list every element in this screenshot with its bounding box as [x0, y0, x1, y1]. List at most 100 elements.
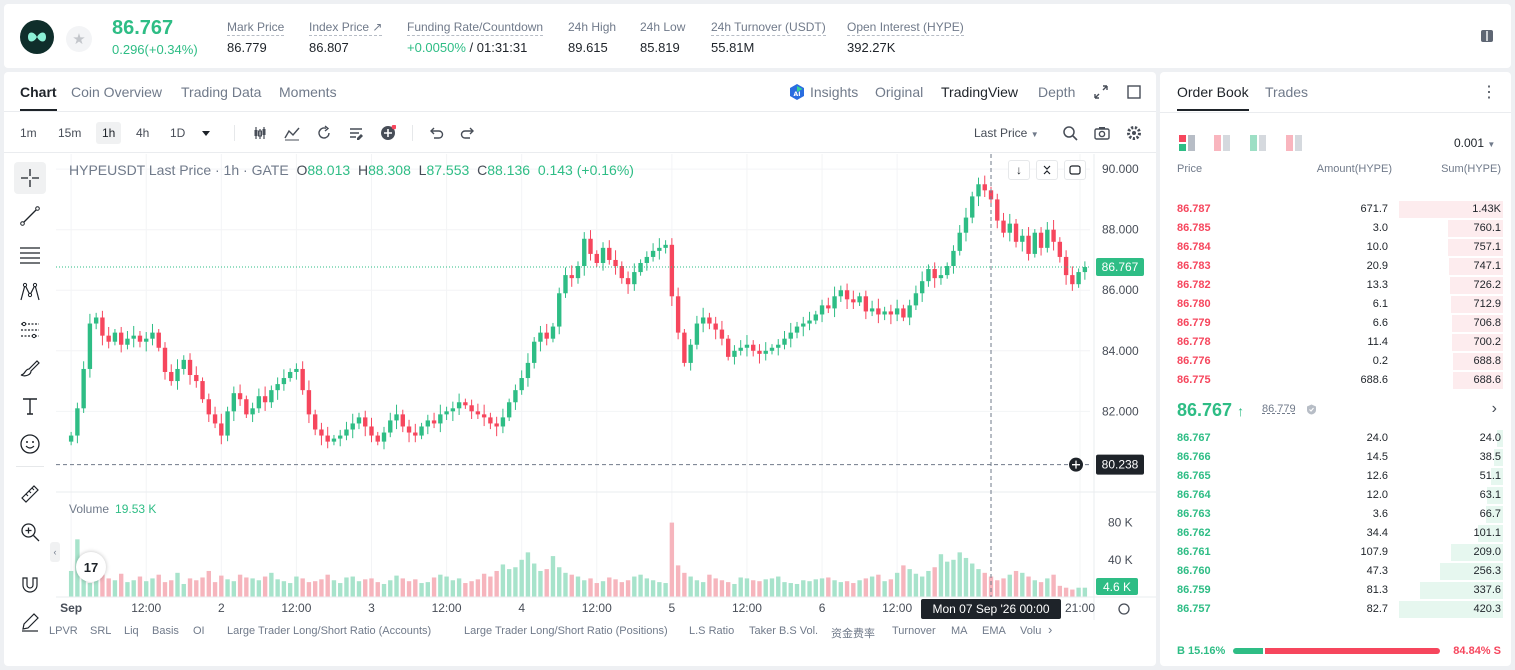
tab-chart[interactable]: Chart — [20, 84, 57, 111]
view-compact-icon[interactable] — [1286, 135, 1302, 151]
chevron-down-icon[interactable] — [198, 125, 214, 141]
bid-row[interactable]: 86.765 12.6 51.1 — [1160, 467, 1511, 486]
indicator-taker-vol[interactable]: Taker B.S Vol. — [749, 625, 819, 637]
more-vertical-icon[interactable]: ⋮ — [1481, 84, 1497, 101]
magnet-tool[interactable] — [14, 568, 46, 600]
ask-row[interactable]: 86.776 0.2 688.8 — [1160, 352, 1511, 371]
timeframe-1m[interactable]: 1m — [20, 126, 37, 140]
undo-icon[interactable] — [428, 125, 444, 141]
redo-icon[interactable] — [460, 125, 476, 141]
ask-row[interactable]: 86.785 3.0 760.1 — [1160, 219, 1511, 238]
tab-trades[interactable]: Trades — [1265, 84, 1309, 100]
bid-row[interactable]: 86.759 81.3 337.6 — [1160, 581, 1511, 600]
fib-tool[interactable] — [14, 314, 46, 346]
volume-bar — [200, 577, 205, 597]
ask-row[interactable]: 86.778 11.4 700.2 — [1160, 333, 1511, 352]
expand-icon[interactable] — [1094, 85, 1108, 99]
ask-row[interactable]: 86.779 6.6 706.8 — [1160, 314, 1511, 333]
indicator-ls-ratio[interactable]: L.S Ratio — [689, 625, 735, 637]
tab-original[interactable]: Original — [875, 84, 924, 100]
crosshair-tool[interactable] — [14, 162, 46, 194]
indicators-icon[interactable] — [284, 125, 300, 141]
indicator-srl[interactable]: SRL — [90, 625, 112, 637]
ask-row[interactable]: 86.783 20.9 747.1 — [1160, 257, 1511, 276]
bid-row[interactable]: 86.761 107.9 209.0 — [1160, 543, 1511, 562]
ask-row[interactable]: 86.782 13.3 726.2 — [1160, 276, 1511, 295]
indicator-oi[interactable]: OI — [193, 625, 205, 637]
templates-icon[interactable] — [348, 125, 364, 141]
bid-row[interactable]: 86.762 34.4 101.1 — [1160, 524, 1511, 543]
timeframe-1d[interactable]: 1D — [170, 126, 186, 140]
collapse-left-icon[interactable]: ‹ — [50, 542, 60, 562]
zoom-tool[interactable] — [14, 516, 46, 548]
timeframe-15m[interactable]: 15m — [58, 126, 82, 140]
precision-select[interactable]: 0.001 ▼ — [1454, 136, 1495, 150]
tradingview-logo[interactable]: 17 — [76, 552, 106, 582]
bid-row[interactable]: 86.760 47.3 256.3 — [1160, 562, 1511, 581]
indicator-turnover[interactable]: Turnover — [892, 625, 936, 637]
row-sum: 209.0 — [1473, 546, 1501, 558]
bid-row[interactable]: 86.766 14.5 38.5 — [1160, 448, 1511, 467]
book-icon[interactable] — [1479, 28, 1495, 44]
scroll-down-button[interactable]: ↓ — [1008, 160, 1030, 180]
stat-label[interactable]: Open Interest (HYPE) — [847, 20, 964, 36]
chevron-right-icon[interactable]: › — [1491, 400, 1497, 417]
replay-icon[interactable] — [316, 125, 332, 141]
indicator-basis[interactable]: Basis — [152, 625, 179, 637]
ai-insights-icon[interactable]: AI — [788, 83, 806, 101]
ask-row[interactable]: 86.787 671.7 1.43K — [1160, 200, 1511, 219]
trend-line-tool[interactable] — [14, 200, 46, 232]
ruler-tool[interactable] — [14, 478, 46, 510]
price-source-select[interactable]: Last Price ▼ — [974, 126, 1039, 140]
row-sum: 688.6 — [1473, 374, 1501, 386]
tab-tradingview[interactable]: TradingView — [941, 84, 1019, 100]
indicator-ls-positions[interactable]: Large Trader Long/Short Ratio (Positions… — [464, 625, 668, 637]
favorite-star-icon[interactable]: ★ — [66, 26, 92, 52]
horizontal-lines-tool[interactable] — [14, 238, 46, 270]
indicator-liq[interactable]: Liq — [124, 625, 139, 637]
tab-depth[interactable]: Depth — [1038, 84, 1076, 100]
stat-label[interactable]: Mark Price — [227, 20, 285, 36]
add-indicator-icon[interactable] — [380, 125, 396, 141]
gear-icon[interactable] — [1126, 125, 1142, 141]
indicator-ls-accounts[interactable]: Large Trader Long/Short Ratio (Accounts) — [227, 625, 432, 637]
indicator-lpvr[interactable]: LPVR — [49, 625, 78, 637]
tab-trading-data[interactable]: Trading Data — [181, 84, 262, 100]
view-both-icon[interactable] — [1179, 135, 1195, 151]
pattern-tool[interactable] — [14, 276, 46, 308]
fullscreen-icon[interactable] — [1127, 85, 1141, 99]
reset-chart-button[interactable] — [1064, 160, 1086, 180]
bid-row[interactable]: 86.763 3.6 66.7 — [1160, 505, 1511, 524]
indicator-volume[interactable]: Volu — [1020, 625, 1042, 637]
stat-label[interactable]: 24h Turnover (USDT) — [711, 20, 826, 36]
indicator-ma[interactable]: MA — [951, 625, 968, 637]
tab-moments[interactable]: Moments — [279, 84, 337, 100]
collapse-button[interactable] — [1036, 160, 1058, 180]
bid-row[interactable]: 86.764 12.0 63.1 — [1160, 486, 1511, 505]
tab-order-book[interactable]: Order Book — [1177, 84, 1249, 111]
chevron-right-icon[interactable]: › — [1048, 622, 1053, 637]
bid-row[interactable]: 86.767 24.0 24.0 — [1160, 429, 1511, 448]
camera-icon[interactable] — [1094, 125, 1110, 141]
candle-type-icon[interactable] — [252, 125, 268, 141]
search-icon[interactable] — [1062, 125, 1078, 141]
tab-coin-overview[interactable]: Coin Overview — [71, 84, 163, 100]
timeframe-1h[interactable]: 1h — [96, 122, 122, 144]
indicator-funding[interactable]: 资金费率 — [831, 628, 875, 640]
stat-label[interactable]: Funding Rate/Countdown — [407, 20, 544, 36]
indicator-ema[interactable]: EMA — [982, 625, 1006, 637]
bid-row[interactable]: 86.757 82.7 420.3 — [1160, 600, 1511, 619]
text-tool[interactable] — [14, 390, 46, 422]
tab-insights[interactable]: Insights — [810, 84, 859, 100]
ask-row[interactable]: 86.780 6.1 712.9 — [1160, 295, 1511, 314]
ask-row[interactable]: 86.775 688.6 688.6 — [1160, 371, 1511, 390]
timeframe-4h[interactable]: 4h — [136, 126, 150, 140]
pencil-tool[interactable] — [14, 606, 46, 638]
ask-row[interactable]: 86.784 10.0 757.1 — [1160, 238, 1511, 257]
stat-label[interactable]: Index Price ↗ — [309, 20, 383, 36]
brush-tool[interactable] — [14, 352, 46, 384]
view-bids-icon[interactable] — [1250, 135, 1266, 151]
emoji-tool[interactable] — [14, 428, 46, 460]
view-asks-icon[interactable] — [1214, 135, 1230, 151]
